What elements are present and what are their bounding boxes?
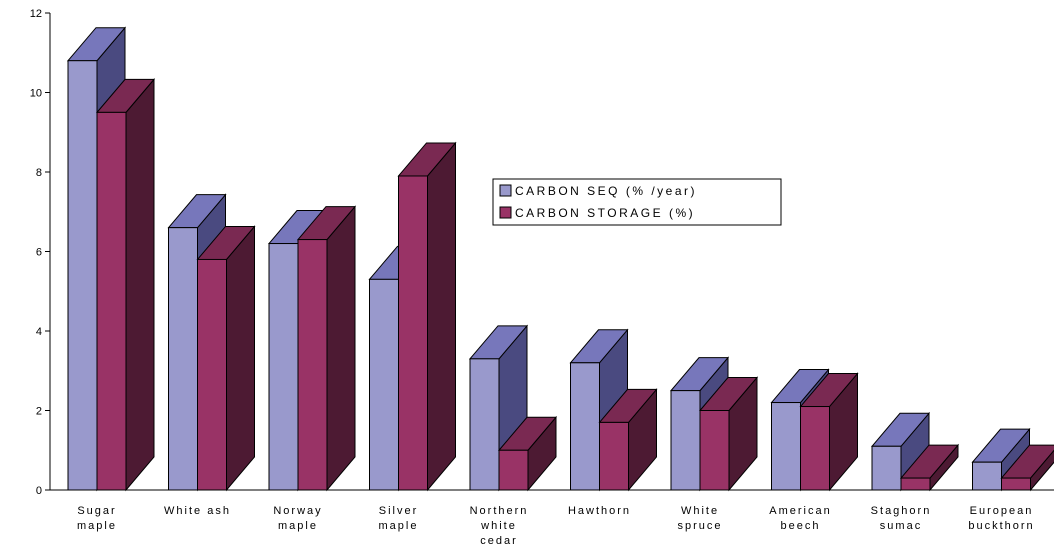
- legend-label-storage: CARBON STORAGE (%): [515, 206, 695, 220]
- bar-front-face: [599, 421, 629, 491]
- bar-front-face: [670, 390, 701, 491]
- legend: CARBON SEQ (% /year) CARBON STORAGE (%): [492, 178, 782, 226]
- bar-front-face: [771, 402, 801, 491]
- bar-front-face: [871, 445, 902, 491]
- bar-carbon-storage: [899, 443, 960, 492]
- legend-swatch-seq: [499, 184, 512, 197]
- legend-box: [492, 178, 782, 226]
- y-tick-label: 4: [36, 326, 42, 338]
- bar-front-face: [398, 175, 428, 491]
- category-label: White ash: [164, 505, 231, 517]
- bar-carbon-storage: [497, 415, 558, 492]
- category-labels: Sugar maple White ash Norway maple Silver mapl…: [77, 505, 1034, 547]
- category-label: spruce: [677, 520, 722, 532]
- bar-side-face: [326, 205, 356, 492]
- bar-side-face: [427, 141, 456, 492]
- bar-carbon-storage: [1000, 444, 1054, 492]
- y-tick-label: 10: [30, 88, 42, 100]
- bar-front-face: [96, 111, 127, 491]
- bar-front-face: [268, 243, 299, 491]
- category-label: Norway: [273, 505, 322, 517]
- category-label: maple: [77, 520, 117, 532]
- legend-swatch-storage: [499, 206, 512, 219]
- bar-front-face: [67, 60, 98, 491]
- category-label: Sugar: [77, 505, 116, 517]
- category-label: Hawthorn: [568, 505, 631, 517]
- bar-front-face: [498, 449, 529, 491]
- category-label: American: [769, 505, 831, 517]
- category-label: sumac: [880, 520, 922, 532]
- bar-carbon-storage: [296, 205, 357, 492]
- bars: [66, 26, 1054, 492]
- bar-front-face: [297, 239, 328, 491]
- bar-carbon-storage: [698, 376, 759, 492]
- bar-front-face: [1001, 477, 1031, 491]
- bar-front-face: [900, 477, 931, 491]
- category-label: beech: [781, 520, 821, 532]
- bar-front-face: [168, 227, 198, 491]
- category-label: White: [681, 505, 719, 517]
- bar-front-face: [800, 406, 830, 491]
- bar-front-face: [369, 278, 399, 491]
- category-label: European: [970, 505, 1034, 517]
- category-label: white: [480, 520, 517, 532]
- bar-front-face: [972, 461, 1002, 491]
- y-tick-label: 8: [36, 167, 42, 179]
- y-tick-label: 0: [36, 485, 42, 497]
- category-label: Staghorn: [871, 505, 932, 517]
- y-tick-label: 12: [30, 8, 42, 20]
- category-label: Silver: [379, 505, 419, 517]
- bar-front-face: [570, 362, 600, 491]
- bar-carbon-storage: [598, 388, 658, 492]
- bar-side-face: [226, 225, 255, 492]
- legend-label-seq: CARBON SEQ (% /year): [515, 184, 697, 198]
- y-tick-label: 6: [36, 247, 42, 259]
- y-tick-label: 2: [36, 406, 42, 418]
- category-label: buckthorn: [968, 520, 1034, 532]
- bar-carbon-storage: [95, 78, 156, 492]
- bar-side-face: [125, 78, 155, 492]
- bar-front-face: [197, 258, 227, 491]
- category-label: maple: [278, 520, 318, 532]
- category-label: Northern: [470, 505, 529, 517]
- category-label: cedar: [480, 535, 518, 547]
- bar-front-face: [699, 410, 730, 491]
- bar-carbon-storage: [196, 225, 256, 492]
- category-label: maple: [379, 520, 419, 532]
- bar-carbon-storage: [397, 141, 457, 492]
- bar-carbon-storage: [799, 372, 859, 492]
- bar-front-face: [469, 358, 500, 491]
